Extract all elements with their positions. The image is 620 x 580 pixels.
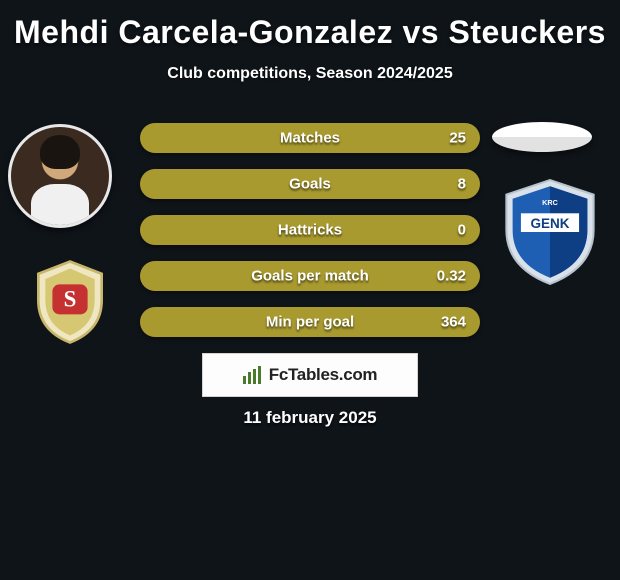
standard-liege-crest-icon: S: [26, 258, 114, 346]
stat-value: 364: [441, 314, 466, 331]
player-avatar-placeholder-icon: [492, 122, 592, 152]
branding-box: FcTables.com: [202, 353, 418, 397]
svg-text:S: S: [64, 286, 77, 311]
stat-label: Min per goal: [266, 314, 354, 331]
stats-list: Matches 25 Goals 8 Hattricks 0 Goals per…: [140, 123, 480, 353]
stat-label: Goals per match: [251, 268, 369, 285]
stat-value: 0.32: [437, 268, 466, 285]
branding-text: FcTables.com: [269, 365, 378, 385]
stat-value: 8: [458, 176, 466, 193]
stat-value: 25: [449, 130, 466, 147]
date-label: 11 february 2025: [0, 408, 620, 428]
page-title: Mehdi Carcela-Gonzalez vs Steuckers: [0, 0, 620, 51]
stat-label: Matches: [280, 130, 340, 147]
bar-chart-icon: [243, 366, 263, 384]
genk-crest-icon: GENK KRC: [498, 178, 602, 286]
subtitle: Club competitions, Season 2024/2025: [0, 65, 620, 83]
stat-row: Hattricks 0: [140, 215, 480, 245]
stat-label: Hattricks: [278, 222, 342, 239]
stat-row: Min per goal 364: [140, 307, 480, 337]
stat-row: Matches 25: [140, 123, 480, 153]
stat-row: Goals 8: [140, 169, 480, 199]
stat-value: 0: [458, 222, 466, 239]
stat-label: Goals: [289, 176, 331, 193]
svg-text:KRC: KRC: [542, 198, 558, 207]
svg-text:GENK: GENK: [530, 216, 569, 231]
stat-row: Goals per match 0.32: [140, 261, 480, 291]
player-avatar-icon: [8, 124, 112, 228]
